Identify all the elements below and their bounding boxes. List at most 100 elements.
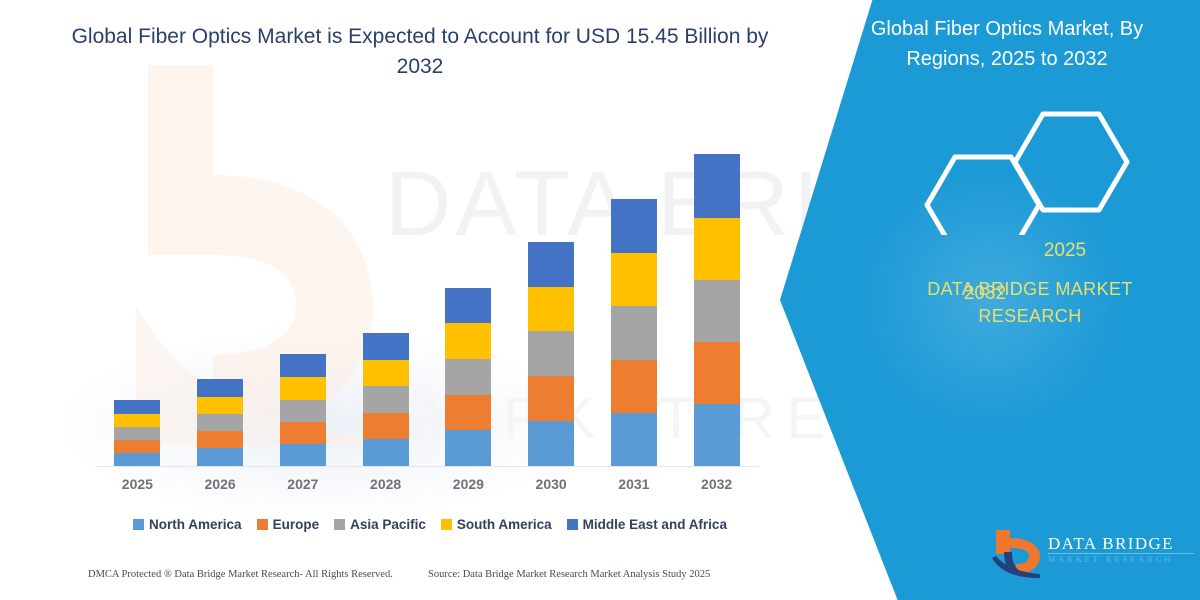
stacked-bar xyxy=(279,354,326,466)
data-bridge-mark-icon xyxy=(992,530,1040,578)
bar-column xyxy=(262,120,344,466)
panel-title: Global Fiber Optics Market, By Regions, … xyxy=(870,18,1144,70)
bar-segment xyxy=(362,413,409,439)
bar-column xyxy=(510,120,592,466)
x-axis-label: 2032 xyxy=(701,476,733,492)
bar-column xyxy=(593,120,675,466)
bar-segment xyxy=(197,414,244,431)
bar-segment xyxy=(279,400,326,422)
hexagon-2025 xyxy=(1012,111,1130,213)
legend-label: South America xyxy=(456,516,552,532)
stacked-bar xyxy=(197,379,244,466)
footer-source: Source: Data Bridge Market Research Mark… xyxy=(428,569,711,580)
bar-segment xyxy=(114,427,161,440)
chart-legend: North America Europe Asia Pacific South Ame… xyxy=(96,512,764,536)
bar-segment xyxy=(279,444,326,466)
x-axis-label: 2027 xyxy=(287,476,319,492)
bar-column xyxy=(96,120,178,466)
bar-segment xyxy=(610,413,657,466)
bar-segment xyxy=(197,448,244,466)
bar-segment xyxy=(610,199,657,253)
legend-item[interactable]: South America xyxy=(440,516,552,532)
panel-brand: DATA BRIDGE MARKET RESEARCH xyxy=(880,276,1180,330)
x-axis-label: 2031 xyxy=(618,476,650,492)
hexagon-group: 2025 2032 xyxy=(905,100,1145,304)
bar-segment xyxy=(197,431,244,448)
footer-copyright: DMCA Protected ® Data Bridge Market Rese… xyxy=(88,569,393,580)
stacked-bar xyxy=(528,242,575,466)
panel-brand-line-2: RESEARCH xyxy=(978,306,1082,326)
bar-segment xyxy=(693,342,740,404)
bar-segment xyxy=(445,359,492,395)
bar-segment xyxy=(114,440,161,453)
stacked-bar xyxy=(693,154,740,466)
logo-divider xyxy=(1048,553,1194,554)
hexagon-2032-label: 2032 xyxy=(963,283,1007,304)
bar-segment xyxy=(610,360,657,413)
legend-swatch xyxy=(334,518,346,530)
bar-segment xyxy=(445,395,492,430)
x-axis-label: 2029 xyxy=(452,476,484,492)
bar-segment xyxy=(279,422,326,444)
stacked-bar xyxy=(114,400,161,466)
bar-segment xyxy=(528,421,575,466)
bar-segment xyxy=(528,331,575,376)
x-axis-label: 2030 xyxy=(535,476,567,492)
stacked-bar-chart xyxy=(96,120,758,466)
bar-segment xyxy=(445,323,492,359)
bar-segment xyxy=(610,306,657,360)
bar-segment xyxy=(445,288,492,323)
bar-segment xyxy=(610,253,657,306)
bar-segment xyxy=(362,439,409,466)
chart-title: Global Fiber Optics Market is Expected t… xyxy=(71,25,769,78)
legend-label: Europe xyxy=(272,516,320,532)
x-axis-label: 2026 xyxy=(204,476,236,492)
bar-column xyxy=(345,120,427,466)
hexagon-2032 xyxy=(924,154,1042,256)
footer: DMCA Protected ® Data Bridge Market Rese… xyxy=(0,566,800,592)
bar-segment xyxy=(693,404,740,466)
stacked-bar xyxy=(445,288,492,466)
logo-tagline: MARKET RESEARCH xyxy=(1048,555,1174,564)
bar-column xyxy=(427,120,509,466)
company-logo: DATA BRIDGE MARKET RESEARCH xyxy=(990,528,1194,584)
bar-column xyxy=(179,120,261,466)
legend-item[interactable]: Asia Pacific xyxy=(334,517,426,532)
x-axis-label: 2025 xyxy=(121,476,153,492)
bar-segment xyxy=(528,376,575,421)
stacked-bar xyxy=(362,333,409,466)
legend-item[interactable]: North America xyxy=(133,517,242,532)
bar-segment xyxy=(528,242,575,287)
legend-swatch xyxy=(256,518,268,530)
bar-column xyxy=(676,120,758,466)
logo-name: DATA BRIDGE xyxy=(1048,534,1174,553)
hexagon-outlines xyxy=(924,111,1130,256)
x-axis-label: 2028 xyxy=(370,476,402,492)
bar-segment xyxy=(197,397,244,414)
bar-segment xyxy=(362,386,409,413)
legend-item[interactable]: Middle East and Africa xyxy=(566,516,727,532)
bar-segment xyxy=(528,287,575,331)
bar-segment xyxy=(445,430,492,466)
bar-segment xyxy=(693,154,740,218)
legend-label: Middle East and Africa xyxy=(582,516,727,532)
bar-segment xyxy=(114,414,161,427)
x-axis-line xyxy=(96,466,758,467)
bar-segment xyxy=(693,280,740,342)
bar-segment xyxy=(114,453,161,466)
legend-label: Asia Pacific xyxy=(350,516,426,532)
legend-swatch xyxy=(566,518,578,530)
legend-swatch xyxy=(440,518,452,530)
panel-brand-line-1: DATA BRIDGE MARKET xyxy=(927,279,1133,299)
x-axis-labels: 2025 2026 2027 2028 2029 2030 2031 2032 xyxy=(96,472,758,496)
legend-label: North America xyxy=(149,516,242,532)
bar-segment xyxy=(279,354,326,377)
stacked-bar xyxy=(610,199,657,466)
legend-item[interactable]: Europe xyxy=(256,516,320,532)
bar-segment xyxy=(197,379,244,397)
hexagon-2025-label: 2025 xyxy=(1043,240,1087,261)
bar-segment xyxy=(279,377,326,400)
bar-segment xyxy=(693,218,740,280)
legend-swatch xyxy=(133,518,145,530)
